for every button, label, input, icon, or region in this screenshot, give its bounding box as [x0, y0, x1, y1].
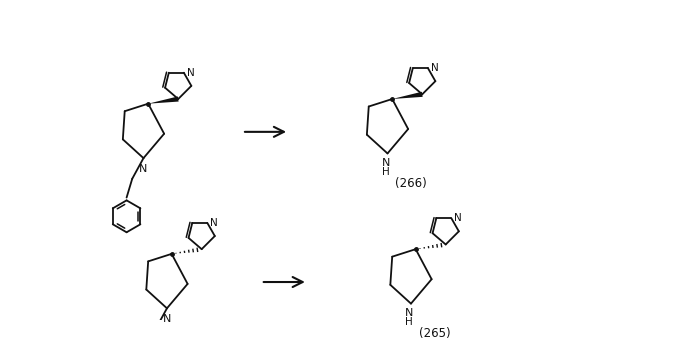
Text: (265): (265)	[419, 327, 450, 339]
Text: N: N	[405, 308, 413, 318]
Text: N: N	[431, 63, 438, 73]
Text: N: N	[139, 164, 147, 174]
Text: N: N	[382, 158, 390, 168]
Text: H: H	[382, 166, 389, 177]
Text: N: N	[163, 314, 171, 324]
Text: N: N	[187, 68, 194, 78]
Text: N: N	[210, 218, 218, 228]
Text: (266): (266)	[395, 177, 427, 190]
Text: N: N	[454, 213, 462, 223]
Text: H: H	[405, 317, 413, 327]
Polygon shape	[148, 97, 179, 104]
Polygon shape	[392, 92, 423, 99]
